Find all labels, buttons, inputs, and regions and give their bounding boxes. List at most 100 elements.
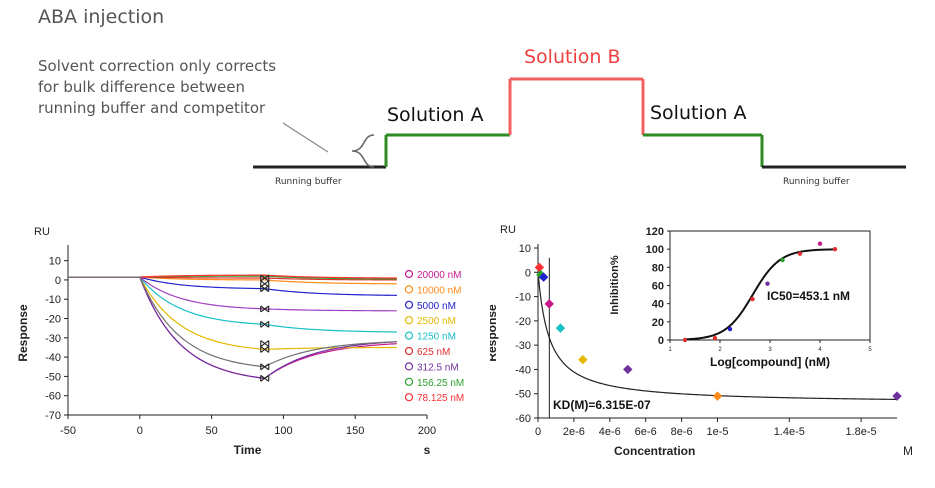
- x-axis-title: Concentration: [614, 444, 695, 458]
- y-tick-label: -50: [45, 371, 61, 383]
- legend-swatch: [404, 346, 414, 356]
- y-tick-label: -40: [45, 352, 61, 364]
- legend-label: 20000 nM: [417, 270, 461, 281]
- legend-label: 312.5 nM: [417, 362, 459, 373]
- bulk-bracket: [351, 134, 375, 168]
- y-tick-label: -70: [45, 410, 61, 422]
- x-tick-label: 200: [418, 425, 436, 437]
- report-point-marker: [260, 340, 270, 348]
- x-tick-label: 2e-6: [563, 426, 585, 438]
- y-tick-label: -50: [515, 389, 531, 401]
- x-tick-label: 100: [274, 425, 292, 437]
- x-tick-label: 8e-6: [671, 426, 693, 438]
- solution-a-label-left: Solution A: [387, 104, 484, 126]
- series-line: [68, 276, 397, 351]
- report-point-marker: [260, 374, 270, 382]
- x-axis-unit: s: [424, 443, 431, 457]
- data-point: [544, 299, 554, 309]
- inset-y-tick-label: 80: [652, 262, 664, 274]
- data-point: [578, 355, 588, 365]
- data-point: [892, 391, 902, 401]
- ic50-annotation: IC50=453.1 nM: [767, 289, 850, 303]
- x-tick-label: 1e-5: [706, 426, 728, 438]
- inset-y-axis-title: Inhibition%: [609, 255, 621, 314]
- x-tick-label: 1.4e-5: [774, 426, 805, 438]
- injection-profile: [253, 77, 906, 169]
- legend-swatch: [404, 316, 414, 325]
- inset-x-tick-label: 4: [818, 347, 822, 353]
- y-tick-label: -20: [45, 314, 61, 326]
- y-axis-title: Response: [16, 304, 30, 362]
- kd-annotation: KD(M)=6.315E-07: [553, 398, 651, 412]
- note-line-3: running buffer and competitor: [38, 99, 266, 117]
- y-tick-label: 10: [49, 256, 61, 268]
- inset-data-point: [750, 296, 755, 302]
- legend-swatch: [404, 331, 414, 340]
- sensorgram-chart: 100-10-20-30-40-50-60-70-50 0 50 100 150 200R…: [16, 226, 464, 457]
- inset-data-point: [712, 335, 718, 341]
- inset-data-point: [817, 241, 823, 246]
- report-point-marker: [260, 285, 270, 293]
- y-tick-label: 0: [525, 267, 531, 279]
- inset-data-point: [780, 257, 785, 263]
- series-line: [68, 276, 397, 285]
- series-line: [68, 276, 397, 312]
- note-line-1: Solvent correction only corrects: [38, 57, 277, 75]
- ic50-inset-frame: [669, 230, 871, 341]
- inset-x-axis-title: Log[compound] (nM): [710, 355, 830, 369]
- report-point-marker: [260, 305, 270, 313]
- y-tick-label: -20: [515, 316, 531, 328]
- report-point-marker: [260, 280, 270, 288]
- report-point-marker: [260, 363, 270, 371]
- legend-swatch: [404, 269, 414, 279]
- inset-x-tick-label: 1: [668, 347, 672, 353]
- legend-label: 78.125 nM: [417, 393, 464, 404]
- legend-swatch: [404, 285, 414, 294]
- y-axis-title: Response: [490, 304, 499, 362]
- inset-y-tick-label: 100: [646, 244, 664, 256]
- legend-label: 625 nM: [417, 347, 450, 358]
- series-line: [68, 276, 397, 281]
- schematic-title: ABA injection: [38, 6, 165, 28]
- inset-y-tick-label: 60: [652, 281, 664, 293]
- legend-swatch: [404, 377, 414, 386]
- inset-x-tick-label: 5: [868, 347, 872, 353]
- report-point-marker: [260, 345, 270, 353]
- note-line-2: for bulk difference between: [38, 78, 245, 96]
- legend-label: 1250 nM: [417, 332, 456, 343]
- series-line: [68, 275, 397, 280]
- legend-label: 5000 nM: [417, 301, 456, 312]
- inset-data-point: [765, 281, 770, 286]
- y-axis-unit: RU: [500, 224, 516, 236]
- series-line: [68, 276, 397, 296]
- legend-swatch: [404, 300, 414, 309]
- solution-a-label-right: Solution A: [650, 102, 747, 124]
- y-tick-label: 10: [519, 243, 531, 255]
- report-point-marker: [260, 274, 270, 282]
- data-point: [712, 391, 723, 401]
- solution-b-label: Solution B: [524, 46, 621, 68]
- report-point-marker: [260, 320, 270, 328]
- y-tick-label: -10: [515, 292, 531, 304]
- note-pointer: [282, 122, 329, 153]
- series-line: [68, 276, 397, 379]
- y-tick-label: -10: [45, 294, 61, 306]
- data-point: [623, 364, 633, 375]
- data-point: [538, 272, 549, 282]
- x-axis-unit: M: [903, 444, 913, 458]
- y-tick-label: -30: [45, 333, 61, 345]
- inset-x-tick-label: 3: [768, 347, 772, 353]
- x-tick-label: 6e-6: [635, 426, 657, 438]
- inset-data-point: [727, 326, 733, 332]
- series-line: [68, 276, 397, 333]
- inset-y-tick-label: 40: [652, 299, 664, 311]
- x-tick-label: 150: [346, 425, 364, 437]
- x-tick-label: 0: [535, 426, 541, 438]
- injection-schematic: [253, 77, 906, 169]
- x-tick-label: 1.8e-5: [845, 426, 876, 438]
- data-point: [555, 323, 566, 333]
- legend-label: 10000 nM: [417, 285, 461, 296]
- legend-label: 2500 nM: [417, 316, 456, 327]
- x-tick-label: 50: [205, 425, 217, 437]
- inset-y-tick-label: 0: [658, 335, 664, 347]
